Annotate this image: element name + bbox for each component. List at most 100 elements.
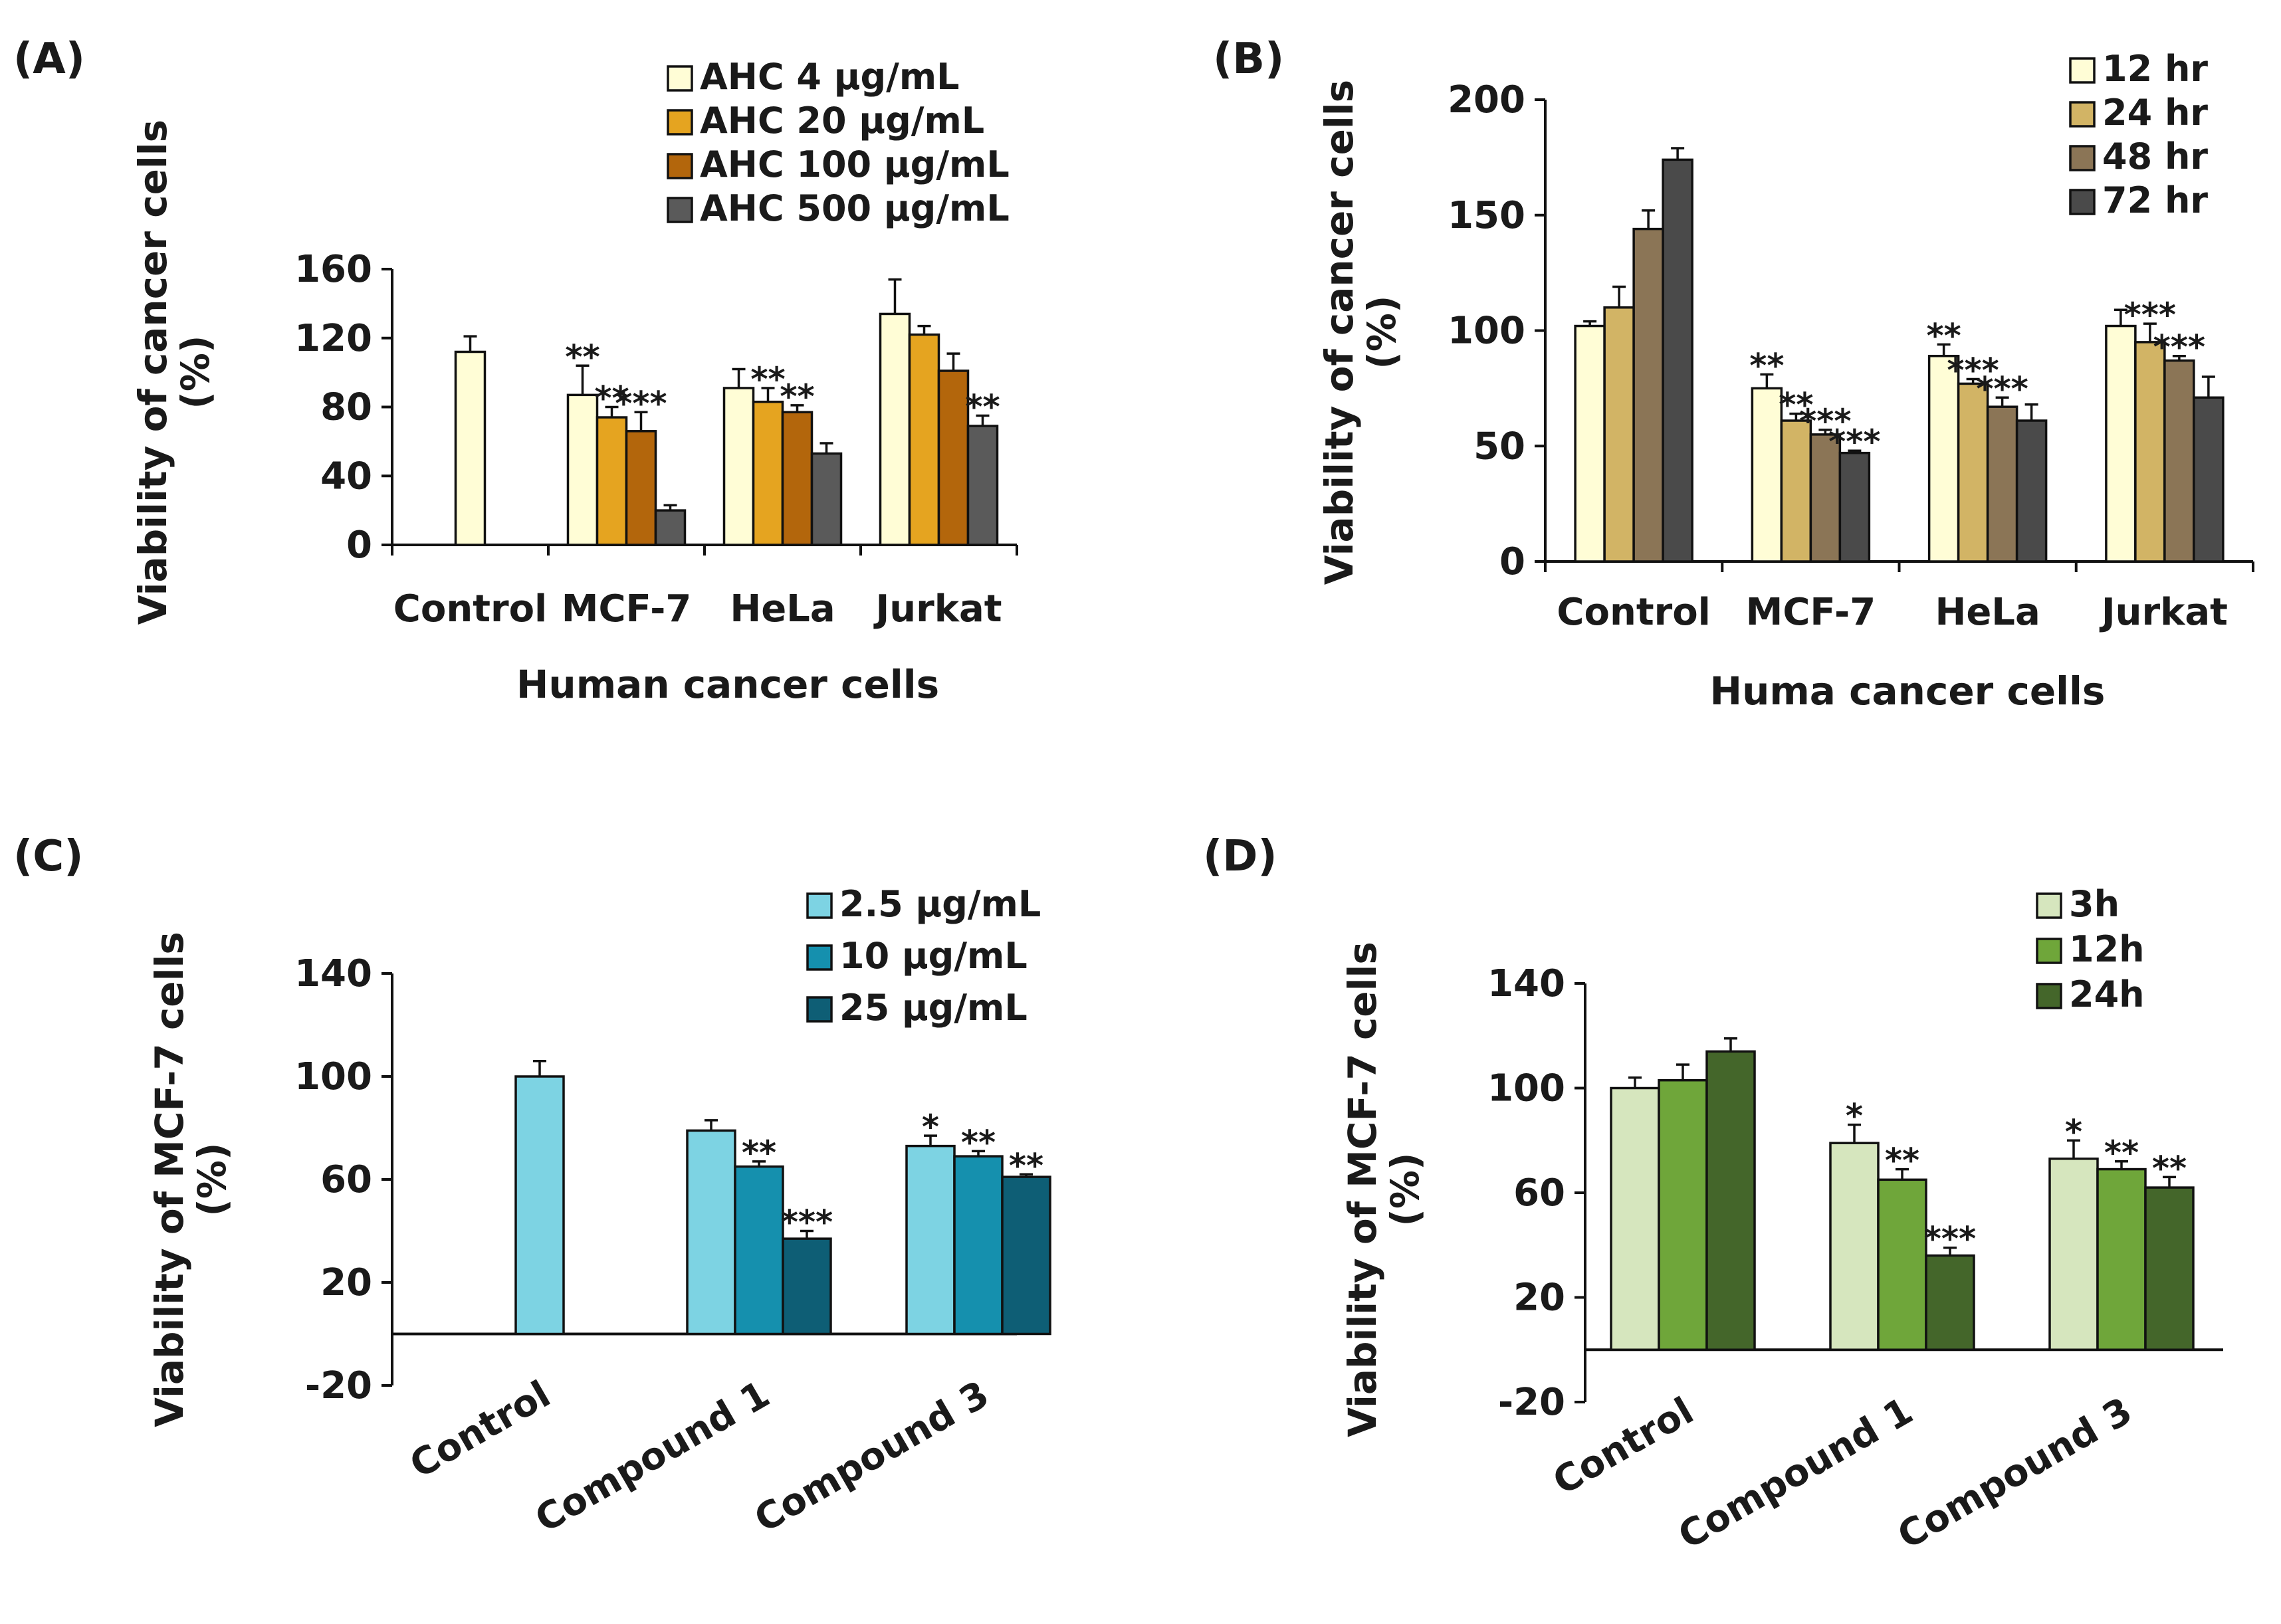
x-category-label: Jurkat: [2099, 591, 2228, 634]
bar: [752, 400, 784, 546]
x-category-label: Compound 3: [748, 1373, 996, 1542]
x-category-label: Compound 1: [528, 1373, 777, 1542]
legend-swatch: [2036, 938, 2062, 964]
y-tick-label: 20: [320, 1261, 372, 1304]
panel-label: (D): [1203, 832, 1277, 881]
panel-label: (B): [1213, 35, 1284, 84]
legend-swatch: [2069, 57, 2096, 84]
y-axis-title: Viability of cancer cells(%): [1317, 80, 1404, 585]
significance-marker: **: [961, 1123, 996, 1162]
bar: [937, 369, 970, 546]
y-tick-label: 160: [294, 248, 372, 291]
y-tick-label: 40: [320, 455, 372, 498]
x-category-label: HeLa: [1935, 591, 2040, 634]
y-tick-label: 140: [1487, 962, 1565, 1005]
bar: [454, 350, 487, 546]
bar: [514, 1075, 565, 1336]
y-axis-title-unit: (%): [189, 1142, 235, 1216]
legend-label: 24h: [2069, 973, 2145, 1015]
y-tick-label: 100: [294, 1055, 372, 1098]
significance-marker: *: [922, 1108, 939, 1146]
y-axis-title: Viability of MCF-7 cells(%): [1340, 942, 1428, 1437]
bar: [1632, 227, 1664, 563]
bar: [2015, 419, 2048, 563]
bar: [1838, 451, 1871, 563]
bar: [1610, 1086, 1660, 1351]
significance-marker: **: [2104, 1134, 2139, 1172]
bar: [1780, 419, 1812, 563]
legend-swatch: [667, 65, 693, 92]
x-category-label: Control: [1546, 1389, 1701, 1504]
bar: [781, 411, 814, 546]
y-axis-title-line: Viability of cancer cells: [1317, 80, 1362, 585]
panel-a: (A)04080120160Control*******MCF-7****HeL…: [13, 35, 1018, 707]
legend-label: AHC 500 μg/mL: [700, 187, 1010, 229]
bar: [686, 1129, 736, 1336]
bar: [1925, 1254, 1975, 1351]
significance-marker: **: [1779, 386, 1813, 425]
legend-label: 2.5 μg/mL: [839, 883, 1041, 925]
bar: [596, 416, 628, 546]
panel-label: (C): [13, 832, 83, 881]
bar: [1751, 387, 1783, 563]
x-category-label: HeLa: [730, 587, 835, 631]
y-tick-label: 50: [1473, 425, 1525, 468]
legend-label: 48 hr: [2102, 136, 2208, 177]
y-tick-label: 140: [294, 952, 372, 995]
legend-swatch: [806, 996, 833, 1023]
bar: [879, 312, 911, 546]
y-axis-title-unit: (%): [1359, 295, 1404, 369]
significance-marker: **: [1926, 316, 1961, 355]
legend-swatch: [2036, 983, 2062, 1009]
legend-swatch: [806, 944, 833, 971]
significance-marker: **: [780, 377, 814, 416]
bar: [734, 1165, 784, 1336]
legend-swatch: [2069, 101, 2096, 128]
bar: [2163, 359, 2195, 563]
y-axis-title: Viability of MCF-7 cells(%): [147, 932, 235, 1427]
bar: [1877, 1178, 1927, 1351]
legend-swatch: [667, 197, 693, 223]
x-axis-title: Huma cancer cells: [1710, 668, 2106, 714]
bar: [1662, 158, 1693, 563]
y-tick-label: 100: [1448, 310, 1525, 353]
bar: [810, 452, 843, 546]
y-tick-label: 120: [294, 317, 372, 360]
bar: [1986, 405, 2018, 563]
significance-marker: ***: [2153, 328, 2205, 367]
y-axis-title-line: Viability of cancer cells: [130, 120, 175, 625]
legend-label: AHC 20 μg/mL: [700, 100, 984, 142]
bar: [1574, 324, 1606, 563]
y-axis-title-unit: (%): [1382, 1152, 1428, 1226]
legend-label: 72 hr: [2102, 179, 2208, 221]
bar: [2144, 1186, 2195, 1351]
bar: [2096, 1167, 2147, 1351]
legend-label: 12h: [2069, 928, 2145, 970]
bar: [2105, 324, 2137, 563]
y-axis-title-line: Viability of MCF-7 cells: [147, 932, 192, 1427]
bar: [1705, 1050, 1756, 1351]
bar: [782, 1237, 832, 1336]
significance-marker: ***: [1799, 402, 1851, 441]
significance-marker: **: [965, 387, 1000, 426]
significance-marker: ***: [1924, 1220, 1976, 1259]
legend-label: 24 hr: [2102, 92, 2208, 134]
legend-swatch: [2036, 892, 2062, 919]
y-tick-label: 150: [1448, 194, 1525, 237]
x-category-label: Compound 3: [1891, 1389, 2139, 1558]
significance-marker: ***: [615, 384, 667, 423]
y-tick-label: 100: [1487, 1067, 1565, 1110]
bar: [905, 1144, 956, 1336]
bar: [566, 393, 599, 546]
significance-marker: *: [2065, 1112, 2082, 1151]
panel-label: (A): [13, 35, 85, 84]
bar: [722, 387, 755, 546]
legend-swatch: [2069, 189, 2096, 215]
y-tick-label: 60: [320, 1158, 372, 1201]
significance-marker: **: [750, 360, 785, 399]
significance-marker: ***: [2124, 296, 2176, 334]
bar: [966, 425, 999, 546]
legend-swatch: [806, 892, 833, 919]
